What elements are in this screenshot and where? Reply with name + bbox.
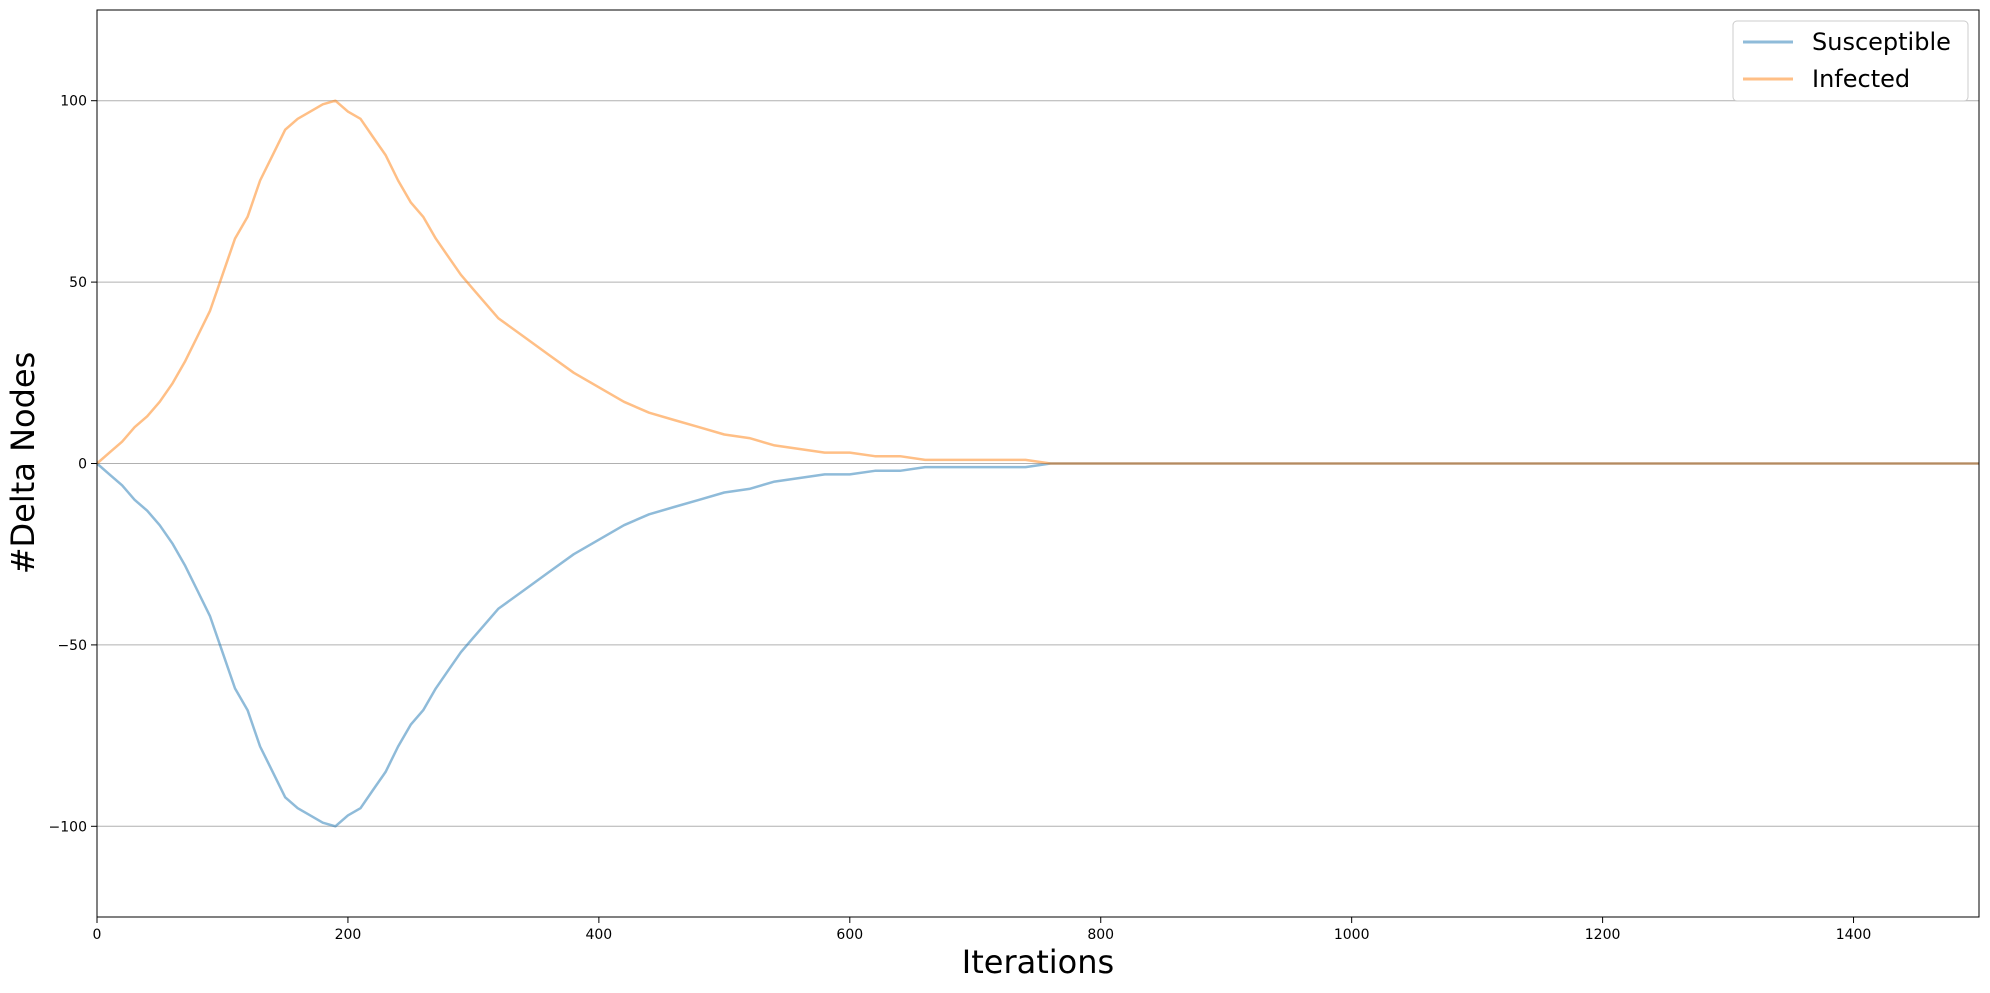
x-tick-label: 400 [585,927,612,943]
y-tick-label: 0 [78,457,87,473]
legend: Susceptible Infected [1732,20,1969,102]
y-axis-label: #Delta Nodes [4,352,42,575]
x-tick-label: 1200 [1585,927,1621,943]
x-axis: 0 200 400 600 800 1000 1200 1400 [93,917,1872,943]
y-tick-label: −100 [49,819,87,835]
y-tick-label: 50 [69,275,87,291]
x-axis-label: Iterations [962,943,1114,981]
x-tick-label: 1400 [1836,927,1872,943]
grid-lines [97,100,1979,827]
series-layer [96,99,1979,828]
x-tick-label: 600 [836,927,863,943]
y-tick-label: 100 [60,94,87,110]
x-tick-label: 0 [93,927,102,943]
series-line-infected [96,99,1979,465]
x-tick-label: 800 [1087,927,1114,943]
legend-label-susceptible: Susceptible [1812,28,1951,56]
y-tick-label: −50 [57,638,87,654]
x-tick-label: 200 [335,927,362,943]
legend-label-infected: Infected [1812,65,1910,93]
x-tick-label: 1000 [1334,927,1370,943]
y-axis: −100 −50 0 50 100 [49,94,97,835]
